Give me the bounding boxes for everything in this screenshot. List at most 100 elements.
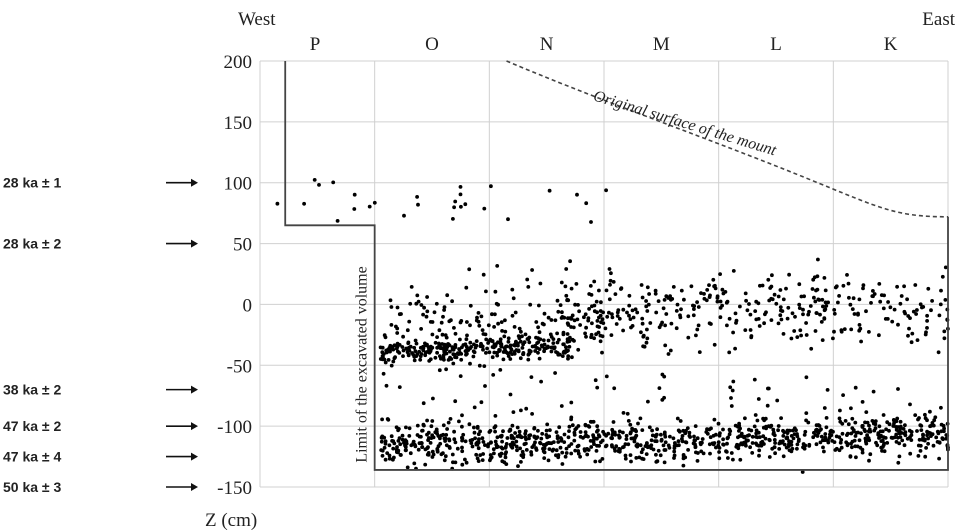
data-point [430, 332, 435, 337]
data-point [671, 285, 676, 289]
data-point [763, 436, 768, 441]
data-point [464, 460, 469, 465]
data-point [455, 446, 460, 451]
data-point [797, 306, 802, 310]
data-point [909, 340, 914, 345]
data-point [671, 436, 676, 441]
data-point [853, 444, 858, 449]
data-point [589, 220, 593, 224]
data-point [536, 350, 540, 355]
data-point [570, 355, 574, 360]
data-point [785, 431, 790, 435]
data-point [444, 367, 448, 372]
data-point [850, 445, 854, 450]
data-point [444, 351, 449, 356]
data-point [853, 420, 858, 425]
data-point [692, 304, 697, 308]
data-point [525, 277, 530, 282]
data-point [473, 436, 477, 441]
data-point [663, 434, 668, 439]
data-point [717, 456, 722, 461]
data-point [629, 430, 633, 435]
data-point [483, 384, 487, 388]
data-point [921, 436, 925, 440]
data-point [878, 299, 883, 304]
data-point [428, 357, 433, 362]
data-point [663, 440, 668, 445]
data-point [499, 342, 504, 347]
data-point [856, 430, 860, 435]
data-point [672, 456, 676, 460]
data-point [731, 330, 735, 335]
data-point [815, 287, 820, 292]
data-point [768, 286, 773, 290]
data-point [943, 265, 948, 270]
data-point [588, 284, 593, 288]
data-point [880, 449, 884, 453]
data-point [481, 440, 486, 444]
data-point [686, 335, 691, 340]
data-point [549, 349, 554, 354]
y-axis-label: Z (cm) [205, 510, 257, 530]
data-point [560, 462, 565, 466]
data-point [528, 302, 533, 307]
data-point [939, 405, 943, 410]
data-point [458, 337, 462, 342]
data-point [627, 313, 631, 318]
data-point [384, 383, 389, 388]
data-point [806, 312, 811, 317]
data-point [607, 267, 612, 271]
data-point [727, 350, 732, 355]
data-point [621, 307, 626, 312]
data-point [501, 429, 505, 434]
data-point [639, 450, 644, 455]
data-point [477, 437, 481, 442]
data-point [335, 219, 340, 223]
data-point [864, 441, 869, 446]
data-point [519, 329, 523, 334]
data-point [823, 435, 828, 440]
data-point [759, 443, 764, 448]
data-point [649, 443, 654, 448]
data-point [565, 297, 570, 302]
data-point [387, 443, 392, 448]
data-point [887, 428, 891, 433]
date-arrow-head [191, 422, 198, 431]
data-point [898, 435, 903, 439]
data-point [717, 433, 722, 438]
data-point [388, 349, 392, 354]
data-point [725, 436, 730, 441]
data-point [729, 404, 734, 408]
data-point [514, 348, 519, 352]
data-point [572, 318, 577, 323]
data-point [675, 416, 680, 421]
data-point [847, 295, 851, 300]
data-point [506, 217, 510, 222]
data-point [640, 295, 645, 300]
data-point [828, 429, 833, 434]
data-point [395, 305, 400, 310]
data-point [789, 443, 794, 447]
data-point [782, 442, 787, 447]
data-point [463, 439, 468, 444]
data-point [458, 320, 463, 325]
data-point [554, 453, 558, 458]
data-point [407, 434, 412, 438]
data-point [631, 315, 636, 320]
data-point [493, 312, 497, 317]
data-point [636, 421, 640, 426]
data-point [468, 340, 473, 345]
data-point [444, 335, 449, 340]
data-point [776, 321, 781, 326]
data-point [614, 322, 619, 326]
data-point [644, 340, 649, 345]
date-arrow-head [191, 178, 198, 187]
data-point [854, 455, 858, 460]
data-point [509, 347, 514, 351]
data-point [838, 419, 843, 424]
data-point [582, 315, 586, 320]
data-point [801, 312, 805, 317]
data-point [799, 294, 804, 299]
data-point [801, 307, 805, 312]
data-point [611, 429, 615, 434]
